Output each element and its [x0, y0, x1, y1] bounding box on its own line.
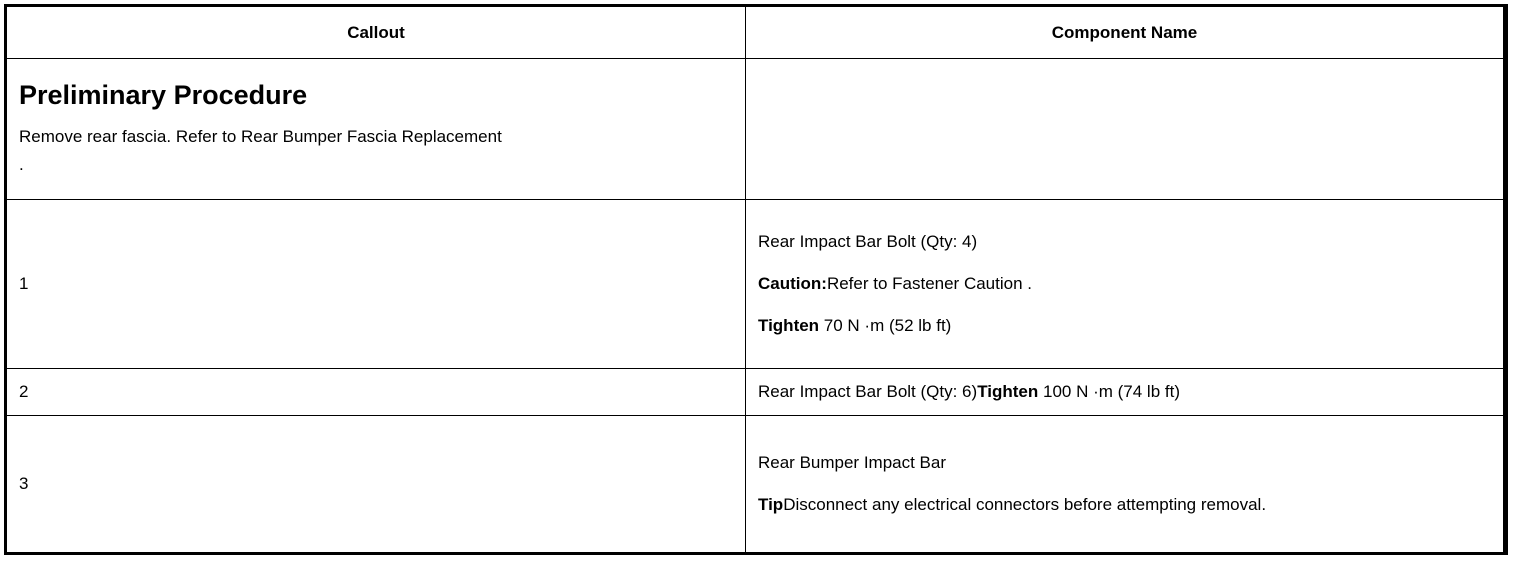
header-row: Callout Component Name	[5, 5, 1506, 59]
caution-text: Refer to Fastener Caution .	[826, 274, 1032, 293]
component-name: Rear Impact Bar Bolt (Qty: 6)	[758, 382, 978, 401]
component-name: Rear Bumper Impact Bar	[758, 453, 947, 472]
tighten-text: 70 N ·m (52 lb ft)	[819, 316, 952, 335]
tighten-label: Tighten	[977, 382, 1039, 401]
component-cell: Rear Impact Bar Bolt (Qty: 6)Tighten 100…	[745, 368, 1506, 416]
preliminary-title: Preliminary Procedure	[19, 79, 308, 110]
tighten-line: Tighten 70 N ·m (52 lb ft)	[758, 315, 1491, 337]
header-component-name: Component Name	[745, 5, 1506, 59]
preliminary-cell: Preliminary Procedure Remove rear fascia…	[5, 58, 746, 200]
callout-cell: 3	[5, 415, 746, 554]
preliminary-trailing: .	[19, 154, 24, 174]
tighten-text: 100 N ·m (74 lb ft)	[1038, 382, 1180, 401]
component-cell: Rear Bumper Impact Bar TipDisconnect any…	[745, 415, 1506, 554]
tighten-label: Tighten	[758, 316, 820, 335]
table-row: 2 Rear Impact Bar Bolt (Qty: 6)Tighten 1…	[5, 368, 1506, 416]
tip-line: TipDisconnect any electrical connectors …	[758, 494, 1378, 516]
component-name: Rear Impact Bar Bolt (Qty: 4)	[758, 232, 978, 251]
callout-cell: 2	[5, 368, 746, 416]
caution-line: Caution:Refer to Fastener Caution .	[758, 273, 1491, 295]
component-cell: Rear Impact Bar Bolt (Qty: 4) Caution:Re…	[745, 199, 1506, 369]
caution-label: Caution:	[758, 274, 827, 293]
callout-table: Callout Component Name Preliminary Proce…	[4, 4, 1508, 555]
header-callout: Callout	[5, 5, 746, 59]
tip-text: Disconnect any electrical connectors bef…	[783, 495, 1267, 514]
empty-cell	[745, 58, 1506, 200]
preliminary-row: Preliminary Procedure Remove rear fascia…	[5, 58, 1506, 200]
preliminary-text: Remove rear fascia. Refer to Rear Bumper…	[19, 126, 502, 146]
table-row: 1 Rear Impact Bar Bolt (Qty: 4) Caution:…	[5, 199, 1506, 369]
tip-label: Tip	[758, 495, 784, 514]
table-row: 3 Rear Bumper Impact Bar TipDisconnect a…	[5, 415, 1506, 554]
callout-cell: 1	[5, 199, 746, 369]
